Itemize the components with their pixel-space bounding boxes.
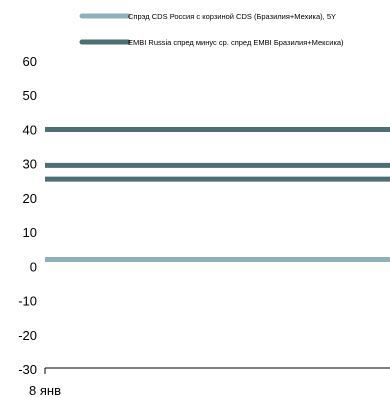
- legend-item-cds: Спрэд CDS Россия с корзиной CDS (Бразили…: [79, 12, 336, 21]
- y-tick-label: 30: [23, 157, 37, 172]
- y-tick-label: 10: [23, 225, 37, 240]
- y-tick-label: 60: [23, 54, 37, 69]
- y-tick-label: 40: [23, 122, 37, 137]
- legend-label-embi: EMBI Russia спред минус ср. спред EMBI Б…: [128, 38, 344, 47]
- legend-label-cds: Спрэд CDS Россия с корзиной CDS (Бразили…: [128, 12, 336, 21]
- y-tick-label: -10: [18, 294, 37, 309]
- y-tick-label: 0: [30, 259, 37, 274]
- y-tick-label: -20: [18, 328, 37, 343]
- y-tick-label: 20: [23, 191, 37, 206]
- y-axis-ticks: -30 -20 -10 0 10 20 30 40 50 60: [18, 54, 37, 377]
- y-tick-label: 50: [23, 88, 37, 103]
- legend: Спрэд CDS Россия с корзиной CDS (Бразили…: [79, 12, 344, 47]
- plot-lines: [45, 126, 390, 262]
- legend-item-embi: EMBI Russia спред минус ср. спред EMBI Б…: [79, 38, 344, 47]
- y-tick-label: -30: [18, 362, 37, 377]
- x-tick-label: 8 янв: [29, 383, 61, 398]
- x-axis: 8 янв: [29, 367, 390, 398]
